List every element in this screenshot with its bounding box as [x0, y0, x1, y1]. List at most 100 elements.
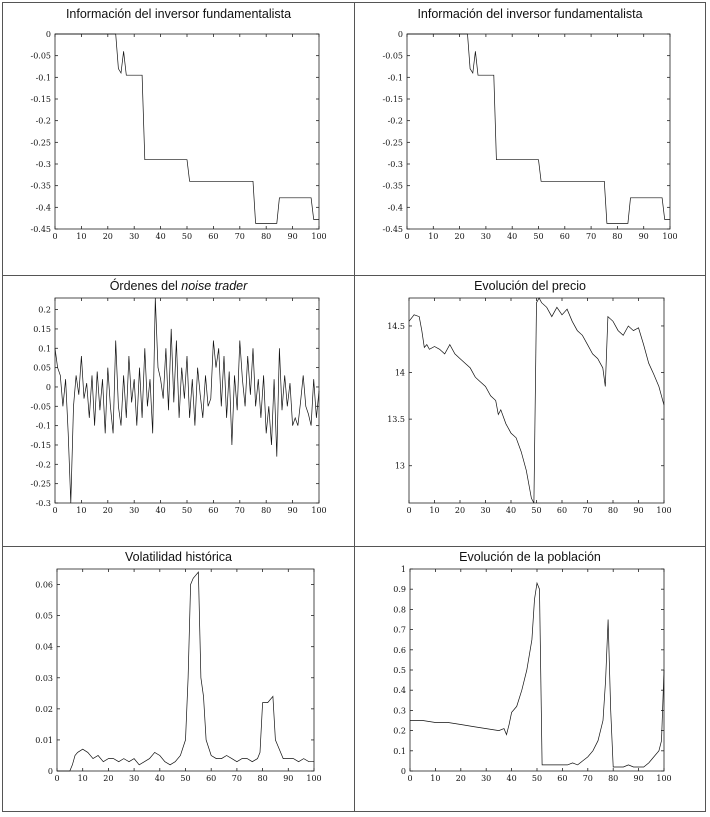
- series-line: [55, 33, 319, 224]
- series-line: [54, 297, 320, 504]
- y-tick-label: -0.15: [30, 95, 51, 104]
- chart-svg: 0 10 20 30 40 50 60 70 80 90 1000.20.150.10.050-0.…: [30, 297, 327, 515]
- chart-svg: 0 10 20 30 40 50 60 70 80 90 100 0 0.01 0.02 0.03 0.04 0…: [35, 568, 322, 783]
- y-tick-label: 0.1: [38, 344, 51, 353]
- x-tick-label: 90: [288, 506, 298, 515]
- y-tick-label: 0.7: [393, 626, 406, 635]
- x-tick-label: 90: [288, 232, 298, 241]
- x-tick-label: 70: [232, 774, 242, 783]
- y-tick-label: -0.1: [388, 73, 403, 82]
- x-tick-label: 70: [235, 232, 245, 241]
- x-tick-label: 70: [583, 774, 593, 783]
- x-tick-label: 0: [52, 506, 57, 515]
- x-tick-label: 20: [455, 232, 465, 241]
- y-tick-label: 0.02: [35, 705, 53, 714]
- x-tick-label: 50: [180, 774, 190, 783]
- x-tick-label: 100: [662, 232, 677, 241]
- x-tick-label: 60: [560, 232, 570, 241]
- x-tick-label: 10: [430, 774, 440, 783]
- y-tick-label: 0.1: [393, 747, 406, 756]
- y-tick-label: 14.5: [387, 322, 405, 331]
- x-tick-label: 90: [633, 506, 643, 515]
- panel-population-evolution: Evolución de la población 0 10 20 30 40 50 60 7…: [355, 547, 705, 811]
- panel-fundamentalist-info-left: Información del inversor fundamentalista…: [3, 3, 354, 275]
- y-tick-label: 0.2: [38, 306, 51, 315]
- x-tick-label: 90: [639, 232, 649, 241]
- y-tick-label: 0: [48, 767, 53, 776]
- y-tick-label: -0.3: [388, 160, 403, 169]
- y-tick-label: 13: [395, 462, 405, 471]
- x-tick-label: 80: [261, 232, 271, 241]
- y-tick-label: -0.1: [36, 73, 51, 82]
- x-tick-label: 0: [407, 774, 412, 783]
- y-tick-label: 0.05: [33, 364, 51, 373]
- x-tick-label: 40: [155, 774, 165, 783]
- y-tick-label: 0.2: [393, 727, 406, 736]
- x-tick-label: 40: [156, 232, 166, 241]
- x-tick-label: 10: [428, 232, 438, 241]
- y-tick-label: -0.3: [36, 499, 51, 508]
- panel-historical-volatility: Volatilidad histórica 0 10 20 30 40 50 60 70 80 9…: [3, 547, 354, 811]
- x-tick-label: 50: [532, 774, 542, 783]
- x-tick-label: 0: [54, 774, 59, 783]
- y-tick-label: -0.1: [36, 422, 51, 431]
- y-tick-label: 0.04: [35, 643, 53, 652]
- x-tick-label: 70: [235, 506, 245, 515]
- x-tick-label: 10: [78, 774, 88, 783]
- x-tick-label: 40: [507, 774, 517, 783]
- y-tick-label: 0.01: [35, 736, 53, 745]
- x-tick-label: 0: [404, 232, 409, 241]
- x-tick-label: 40: [156, 506, 166, 515]
- x-tick-label: 50: [533, 232, 543, 241]
- y-tick-label: -0.15: [30, 441, 51, 450]
- y-tick-label: -0.25: [30, 138, 51, 147]
- x-tick-label: 0: [406, 506, 411, 515]
- chart-title-italic: noise trader: [181, 279, 248, 293]
- y-tick-label: 0: [46, 30, 51, 39]
- y-tick-label: 0.6: [393, 646, 406, 655]
- y-tick-label: 0.4: [393, 686, 406, 695]
- x-tick-label: 90: [283, 774, 293, 783]
- y-tick-label: 0.8: [393, 605, 406, 614]
- y-tick-label: -0.4: [36, 203, 51, 212]
- chart-svg: 0 10 20 30 40 50 60 70 80 90 100 14.5 14 13.5 13: [387, 297, 672, 515]
- chart-title: Información del inversor fundamentalista: [417, 7, 643, 21]
- chart-title-main: Órdenes del: [109, 279, 182, 293]
- x-tick-label: 10: [76, 506, 86, 515]
- x-tick-label: 80: [258, 774, 268, 783]
- x-tick-label: 20: [103, 506, 113, 515]
- panel-noise-trader-orders: Órdenes del noise trader 0 10 20 30 40 50 60 70…: [3, 276, 354, 546]
- x-tick-label: 50: [182, 232, 192, 241]
- y-tick-label: 0: [401, 767, 406, 776]
- chart-svg: 0 10 20 30 40 50 60 70 80 90 100 0 0.1 0.2 0.3 0.4 0.5 0.…: [393, 565, 671, 783]
- x-tick-label: 50: [182, 506, 192, 515]
- chart-title: Evolución del precio: [474, 279, 586, 293]
- x-tick-label: 60: [206, 774, 216, 783]
- row-divider-1: [3, 275, 705, 276]
- y-tick-label: -0.3: [36, 160, 51, 169]
- series-line: [408, 297, 665, 504]
- y-tick-label: 1: [401, 565, 406, 574]
- y-tick-label: -0.4: [388, 203, 403, 212]
- y-tick-label: 0.03: [35, 674, 53, 683]
- x-tick-label: 60: [208, 232, 218, 241]
- y-tick-label: 0.3: [393, 706, 406, 715]
- y-tick-label: -0.05: [382, 52, 403, 61]
- x-tick-label: 30: [129, 774, 139, 783]
- panel-fundamentalist-info-right: Información del inversor fundamentalista…: [355, 3, 705, 275]
- y-tick-label: 0.06: [35, 581, 53, 590]
- y-tick-label: -0.25: [382, 138, 403, 147]
- y-tick-label: 0.5: [393, 666, 406, 675]
- y-tick-label: -0.25: [30, 480, 51, 489]
- x-tick-label: 30: [129, 506, 139, 515]
- x-tick-label: 100: [311, 232, 326, 241]
- x-tick-label: 100: [311, 506, 326, 515]
- x-tick-label: 100: [656, 774, 671, 783]
- chart-svg: 0 10 20 30 40 50 60 70 80 90 100 0 -0.05 -0.1 -0.15 -0.…: [30, 30, 326, 241]
- x-tick-label: 80: [261, 506, 271, 515]
- x-tick-label: 20: [103, 774, 113, 783]
- x-tick-label: 80: [612, 232, 622, 241]
- x-tick-label: 30: [129, 232, 139, 241]
- y-tick-label: -0.05: [30, 52, 51, 61]
